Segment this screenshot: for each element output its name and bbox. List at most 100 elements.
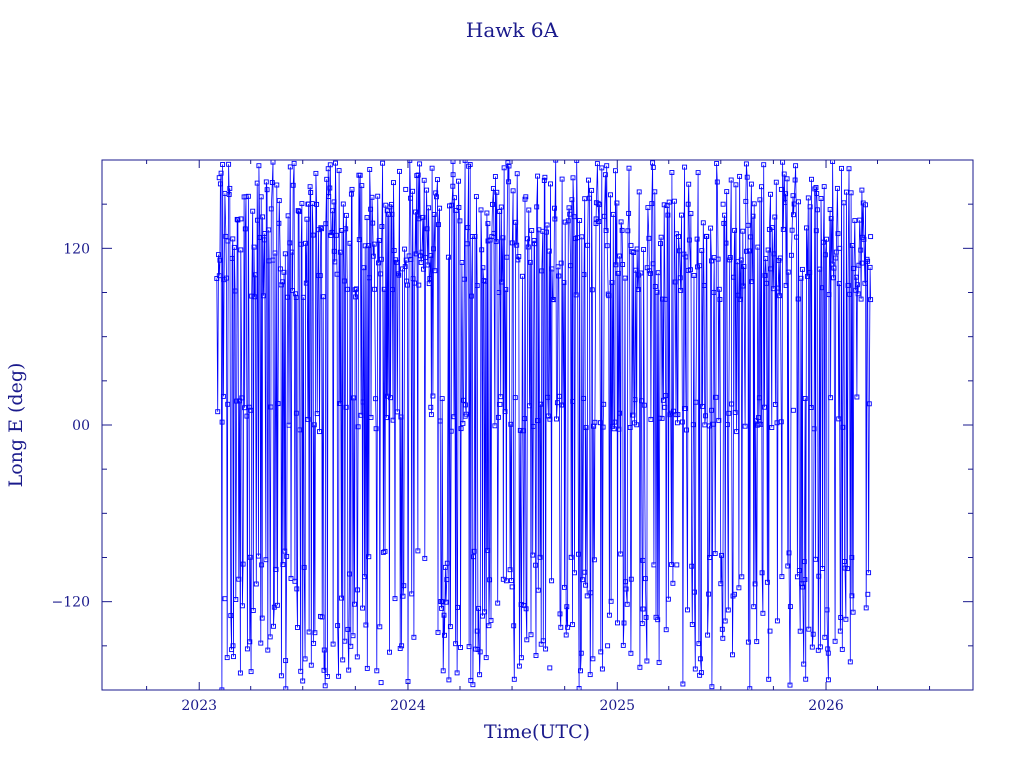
data-point <box>255 217 260 223</box>
data-point <box>854 282 860 288</box>
data-point <box>650 160 656 166</box>
data-point <box>746 248 752 254</box>
data-point <box>769 425 775 430</box>
data-point <box>544 229 549 235</box>
data-point <box>391 248 397 253</box>
data-point <box>566 205 572 211</box>
data-point <box>435 629 441 635</box>
data-point <box>389 211 395 217</box>
data-point <box>757 197 763 203</box>
data-point <box>530 552 536 558</box>
data-point <box>223 233 229 239</box>
data-point <box>641 247 647 252</box>
data-point <box>290 182 296 188</box>
data-point <box>330 208 336 214</box>
data-point <box>439 599 445 605</box>
data-point <box>699 248 705 254</box>
data-point <box>227 185 233 191</box>
data-point <box>254 180 260 186</box>
data-point <box>701 283 707 288</box>
data-point <box>736 585 742 591</box>
data-point <box>349 186 355 192</box>
data-point <box>485 547 491 553</box>
data-point <box>299 201 305 207</box>
data-point <box>441 612 447 618</box>
data-point <box>855 291 861 297</box>
data-point <box>503 578 509 584</box>
data-point <box>420 214 426 220</box>
data-point <box>314 201 320 207</box>
data-point <box>343 404 349 410</box>
data-point <box>445 254 451 260</box>
data-point <box>448 428 454 434</box>
data-point <box>610 211 616 217</box>
data-point <box>379 224 385 229</box>
data-point <box>303 240 308 246</box>
data-point <box>660 397 666 403</box>
data-point <box>336 168 342 174</box>
data-point <box>628 576 634 582</box>
data-point <box>426 205 432 211</box>
data-point <box>402 246 408 252</box>
data-point <box>851 265 857 271</box>
data-point <box>293 410 299 416</box>
data-point <box>501 165 507 171</box>
data-point <box>517 427 523 433</box>
data-point <box>261 293 266 299</box>
data-point <box>764 280 769 286</box>
data-point <box>689 622 695 627</box>
data-point <box>785 269 791 275</box>
data-point <box>462 413 468 419</box>
data-point <box>591 557 597 563</box>
data-point <box>446 677 452 683</box>
data-point <box>242 226 248 232</box>
data-point <box>754 639 760 645</box>
data-point <box>228 613 234 619</box>
data-point <box>716 417 722 423</box>
data-point <box>669 562 675 568</box>
data-point <box>471 554 477 560</box>
data-point <box>529 228 535 233</box>
data-point <box>663 627 669 633</box>
data-point <box>771 251 777 257</box>
data-point <box>833 255 839 261</box>
data-point <box>676 234 681 239</box>
data-point <box>708 225 714 231</box>
data-point <box>296 209 302 215</box>
data-point <box>831 275 836 281</box>
data-point <box>481 278 487 284</box>
data-point <box>843 616 849 622</box>
data-point <box>334 271 340 277</box>
data-point <box>470 682 476 688</box>
data-point <box>720 201 726 207</box>
data-point <box>842 559 847 564</box>
data-point <box>636 189 642 195</box>
data-point <box>847 659 853 665</box>
data-point <box>622 275 628 281</box>
data-point <box>732 227 738 233</box>
data-point <box>416 282 422 288</box>
data-point <box>588 590 594 596</box>
data-point <box>857 217 863 223</box>
data-point <box>700 403 706 409</box>
x-axis-label: Time(UTC) <box>484 721 590 743</box>
data-point <box>265 647 271 653</box>
data-point <box>500 576 506 582</box>
data-point <box>615 620 620 626</box>
data-point <box>780 226 786 232</box>
data-point <box>772 214 778 220</box>
data-point <box>495 414 501 420</box>
data-point <box>682 406 688 411</box>
data-point <box>853 274 859 280</box>
data-point <box>618 219 624 225</box>
data-point <box>359 183 365 189</box>
data-point <box>617 253 623 259</box>
data-point <box>232 288 238 294</box>
data-point <box>305 416 311 422</box>
data-point <box>586 195 592 201</box>
data-point <box>592 419 598 425</box>
data-point <box>767 628 773 634</box>
data-point <box>709 684 715 690</box>
data-point <box>495 600 501 606</box>
data-point <box>677 275 683 281</box>
